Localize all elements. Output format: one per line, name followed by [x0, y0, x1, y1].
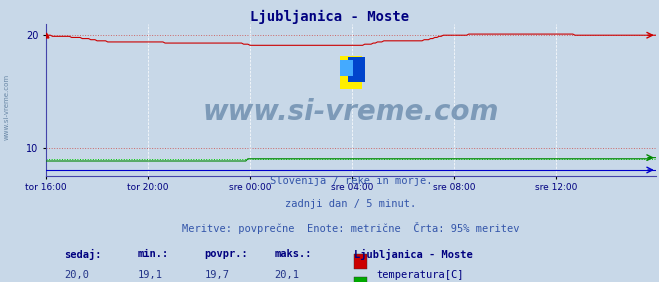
Text: 20,0: 20,0: [65, 270, 90, 280]
Text: Meritve: povprečne  Enote: metrične  Črta: 95% meritev: Meritve: povprečne Enote: metrične Črta:…: [182, 222, 520, 234]
Text: Slovenija / reke in morje.: Slovenija / reke in morje.: [270, 176, 432, 186]
Text: zadnji dan / 5 minut.: zadnji dan / 5 minut.: [285, 199, 416, 209]
Text: maks.:: maks.:: [275, 249, 312, 259]
FancyBboxPatch shape: [354, 277, 367, 282]
Text: temperatura[C]: temperatura[C]: [376, 270, 464, 280]
FancyBboxPatch shape: [348, 57, 365, 81]
FancyBboxPatch shape: [354, 254, 367, 269]
Text: 19,1: 19,1: [138, 270, 163, 280]
Text: Ljubljanica - Moste: Ljubljanica - Moste: [250, 10, 409, 24]
Text: sedaj:: sedaj:: [65, 249, 102, 260]
FancyBboxPatch shape: [340, 56, 362, 89]
Text: povpr.:: povpr.:: [205, 249, 248, 259]
Text: Ljubljanica - Moste: Ljubljanica - Moste: [354, 249, 473, 260]
Text: www.si-vreme.com: www.si-vreme.com: [4, 74, 10, 140]
Text: 20,1: 20,1: [275, 270, 300, 280]
Text: min.:: min.:: [138, 249, 169, 259]
Text: 19,7: 19,7: [205, 270, 229, 280]
FancyBboxPatch shape: [340, 60, 353, 76]
Text: www.si-vreme.com: www.si-vreme.com: [203, 98, 499, 126]
